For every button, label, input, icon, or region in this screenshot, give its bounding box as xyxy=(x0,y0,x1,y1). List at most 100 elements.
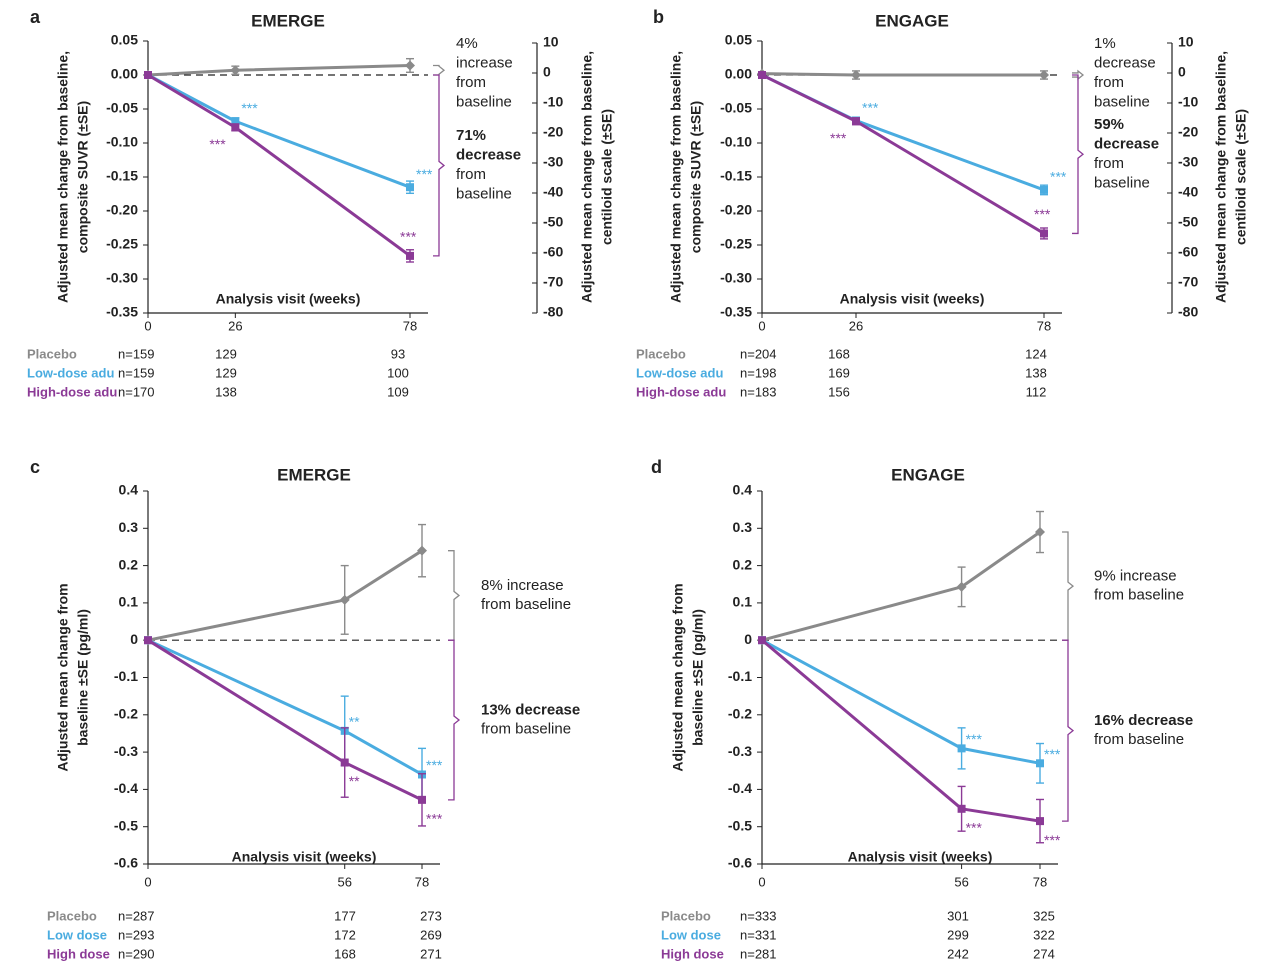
annotation-text: decrease xyxy=(1094,54,1156,71)
right-tick-label: -50 xyxy=(1178,214,1198,230)
y-tick-label: 0.3 xyxy=(119,519,139,535)
y-tick-label: 0.1 xyxy=(119,594,139,610)
right-tick-label: -40 xyxy=(1178,184,1198,200)
x-axis-label: Analysis visit (weeks) xyxy=(216,291,361,307)
annotation-text: baseline xyxy=(456,93,512,110)
annotation-1: 71% decrease from baseline xyxy=(433,74,521,257)
chart-panel-c: c EMERGE 0.4 0.3 0.2 0.1 0 -0.1 -0.2 -0.3 -0.4 -0.5… xyxy=(30,457,580,962)
significance-stars: ** xyxy=(349,714,360,730)
y-tick-label: -0.35 xyxy=(106,304,138,320)
annotation-text: from xyxy=(456,166,486,183)
n-table-cell: 93 xyxy=(391,346,405,361)
panel-title: EMERGE xyxy=(277,465,351,484)
n-table-cell: n=159 xyxy=(118,365,155,380)
n-table-row-label: Placebo xyxy=(636,346,686,361)
series-placebo xyxy=(143,57,415,80)
annotation-text: from baseline xyxy=(481,596,571,613)
annotation-text: 13% decrease xyxy=(481,701,580,718)
n-table-cell: 168 xyxy=(828,346,850,361)
y-tick-label: -0.4 xyxy=(728,780,752,796)
series-high: ***** xyxy=(144,636,443,827)
n-table-cell: 169 xyxy=(828,365,850,380)
x-tick-label: 56 xyxy=(954,874,968,889)
n-table: Placebo n=333 301 325 Low dose n=331 299 322 Hig… xyxy=(661,908,1055,961)
y-tick-label: -0.30 xyxy=(106,270,138,286)
annotation-text: from xyxy=(1094,74,1124,91)
data-point-square xyxy=(340,758,349,767)
x-axis-label: Analysis visit (weeks) xyxy=(848,849,993,865)
annotation-bracket xyxy=(448,639,461,801)
significance-stars: ** xyxy=(349,773,360,789)
annotation-bracket xyxy=(433,64,446,76)
significance-stars: *** xyxy=(416,166,433,182)
series-line xyxy=(761,530,1041,642)
data-point-square xyxy=(1036,817,1044,826)
x-tick-label: 0 xyxy=(758,318,765,333)
data-point-square xyxy=(758,636,766,645)
series-line xyxy=(147,73,411,189)
n-table-cell: n=198 xyxy=(740,365,777,380)
annotation-text: from baseline xyxy=(481,720,571,737)
x-tick-label: 0 xyxy=(758,874,765,889)
series-low: *** *** xyxy=(758,71,1067,196)
y-tick-label: 0.4 xyxy=(119,482,139,498)
n-table-cell: 129 xyxy=(215,365,237,380)
y-axis-label: composite SUVR (±SE) xyxy=(75,101,91,253)
right-tick-label: -60 xyxy=(1178,244,1198,260)
significance-stars: *** xyxy=(830,130,847,146)
n-table-row-label: High-dose adu xyxy=(636,384,726,399)
x-tick-label: 26 xyxy=(849,318,863,333)
annotation-text: 8% increase xyxy=(481,577,564,594)
annotation-text: 16% decrease xyxy=(1094,712,1193,729)
n-table-row-label: Placebo xyxy=(661,908,711,923)
series-line xyxy=(147,63,411,77)
data-point-square xyxy=(231,123,240,132)
n-table: Placebo n=159 129 93 Low-dose adu n=159 129 100… xyxy=(27,346,409,399)
n-table-row-label: Placebo xyxy=(27,346,77,361)
data-point-square xyxy=(144,71,152,79)
data-point-square xyxy=(418,795,426,804)
y-axis-label: Adjusted mean change from baseline, xyxy=(55,51,71,303)
data-point-diamond xyxy=(405,60,415,71)
significance-stars: *** xyxy=(241,100,258,116)
series-high: *** *** xyxy=(144,71,417,263)
n-table-cell: 299 xyxy=(947,927,969,942)
y-tick-label: -0.05 xyxy=(106,100,138,116)
series-line xyxy=(761,72,1044,77)
y-tick-label: -0.20 xyxy=(720,202,752,218)
x-tick-label: 78 xyxy=(1037,318,1051,333)
series-line xyxy=(147,549,423,642)
n-table: Placebo n=204 168 124 Low-dose adu n=198 169 13… xyxy=(636,346,1047,399)
data-point-square xyxy=(957,744,966,753)
y-tick-label: -0.25 xyxy=(106,236,138,252)
data-point-diamond xyxy=(1039,70,1049,80)
y-tick-label: -0.2 xyxy=(114,706,138,722)
n-table-row-label: High-dose adu xyxy=(27,384,117,399)
annotation-text: baseline xyxy=(1094,174,1150,191)
y-tick-label: -0.4 xyxy=(114,780,138,796)
annotation-bracket xyxy=(1062,639,1075,822)
data-point-square xyxy=(1040,229,1048,238)
x-tick-label: 78 xyxy=(403,318,417,333)
right-tick-label: -30 xyxy=(543,154,563,170)
n-table-row-label: Low dose xyxy=(47,927,107,942)
n-table-cell: n=281 xyxy=(740,946,777,961)
n-table-cell: 138 xyxy=(215,384,237,399)
series-line xyxy=(147,73,411,258)
right-tick-label: 10 xyxy=(543,34,559,50)
y-tick-label: -0.3 xyxy=(114,743,138,759)
n-table-cell: 273 xyxy=(420,908,442,923)
series-line xyxy=(761,638,1041,765)
annotation-1: 16% decrease from baseline xyxy=(1062,639,1193,822)
n-table-cell: 124 xyxy=(1025,346,1047,361)
annotation-text: from xyxy=(1094,155,1124,172)
right-tick-label: -70 xyxy=(1178,274,1198,290)
series-placebo xyxy=(143,523,427,646)
chart-panel-a: a EMERGE 0.05 0.00 -0.05 -0.10 -0.15 -0.20 -0.25… xyxy=(27,7,615,400)
y-axis-label: composite SUVR (±SE) xyxy=(688,101,704,253)
n-table-row-label: High dose xyxy=(661,946,724,961)
right-tick-label: -70 xyxy=(543,274,563,290)
right-tick-label: -80 xyxy=(1178,304,1198,320)
right-tick-label: -20 xyxy=(543,124,563,140)
n-table-cell: n=287 xyxy=(118,908,155,923)
